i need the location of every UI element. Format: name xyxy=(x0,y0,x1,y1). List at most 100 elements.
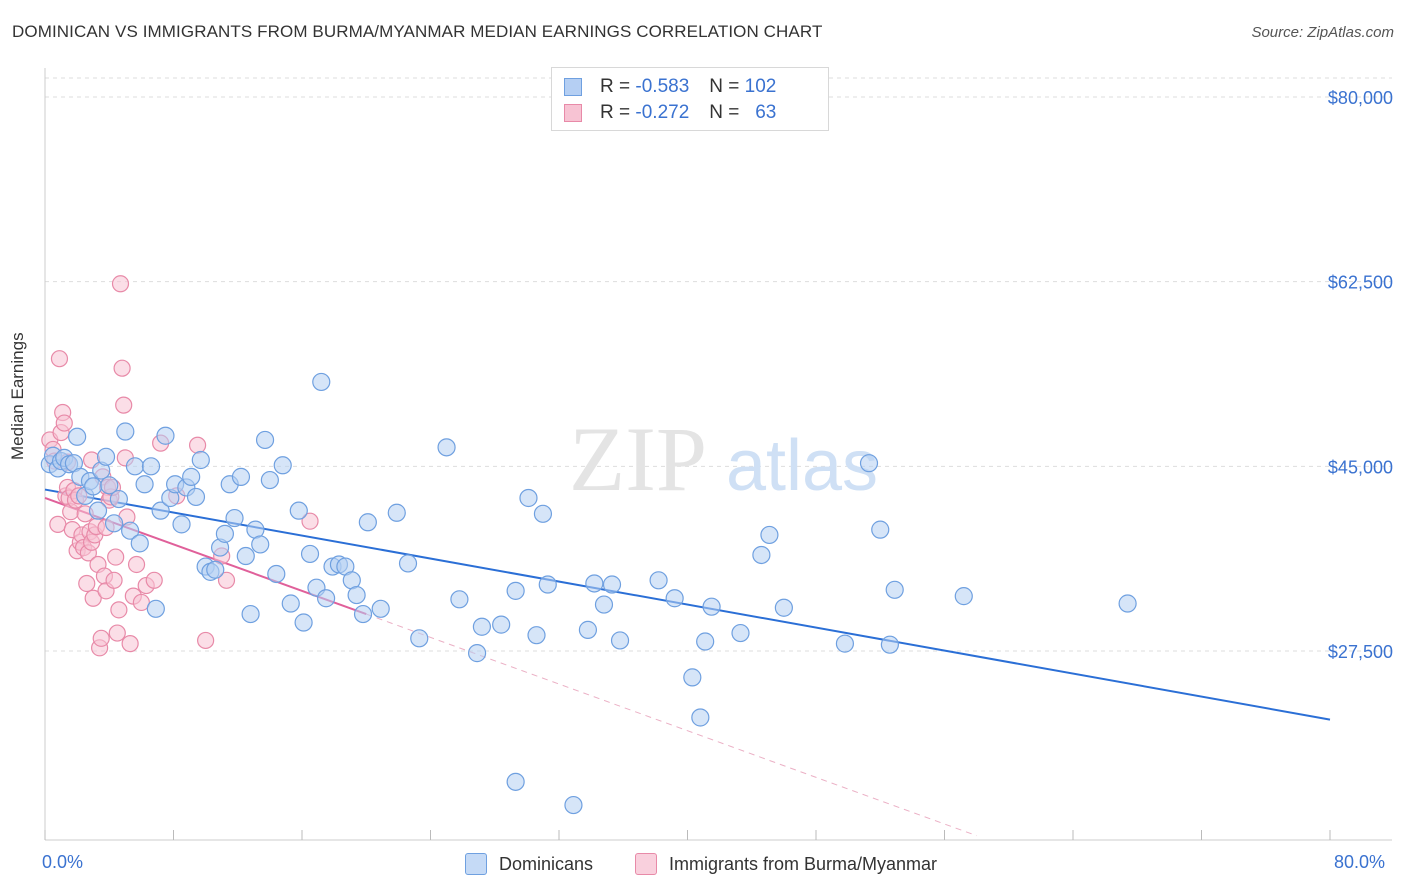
data-point-dominican xyxy=(602,575,622,594)
data-point-dominican xyxy=(88,501,108,520)
y-tick-labels: $27,500 $45,000 $62,500 $80,000 xyxy=(1328,88,1393,662)
data-point-dominican xyxy=(130,534,149,553)
legend-n-label: N = xyxy=(709,76,740,97)
data-point-dominican xyxy=(371,599,390,618)
data-point-dominican xyxy=(116,422,135,441)
legend-swatch-pink xyxy=(564,104,582,122)
legend-swatch-pink xyxy=(635,853,657,875)
legend-r-value: -0.583 xyxy=(635,76,690,97)
data-point-burma xyxy=(107,548,125,566)
data-point-dominican xyxy=(610,631,630,650)
legend-n-value: 63 xyxy=(755,102,777,123)
data-point-dominican xyxy=(506,581,525,600)
y-tick-label: $62,500 xyxy=(1328,273,1393,293)
data-point-dominican xyxy=(472,617,491,636)
data-point-dominican xyxy=(885,580,904,599)
data-point-burma xyxy=(121,635,139,653)
data-point-dominican xyxy=(774,598,793,617)
watermark: ZIP atlas xyxy=(569,408,878,510)
legend-row-burma: R = -0.272 N = 63 xyxy=(564,100,776,126)
data-point-burma xyxy=(197,631,215,650)
data-point-dominican xyxy=(182,467,201,486)
data-point-dominican xyxy=(398,554,418,573)
series-dominican-points xyxy=(40,372,1137,815)
data-point-dominican xyxy=(141,457,161,476)
data-point-dominican xyxy=(691,708,710,727)
legend-r-value: -0.272 xyxy=(635,102,690,123)
y-tick-label: $80,000 xyxy=(1328,88,1393,108)
y-axis-label: Median Earnings xyxy=(8,332,27,460)
data-point-dominican xyxy=(450,590,469,609)
data-point-burma xyxy=(108,624,126,642)
data-point-dominican xyxy=(260,470,279,490)
data-point-dominican xyxy=(702,597,721,616)
data-point-burma xyxy=(92,629,110,647)
data-point-dominican xyxy=(231,467,251,486)
data-point-dominican xyxy=(146,599,165,618)
data-point-burma xyxy=(217,571,236,589)
data-point-dominican xyxy=(109,489,128,509)
data-point-dominican xyxy=(859,454,879,473)
correlation-legend: R = -0.583 N = 102 R = -0.272 N = 63 xyxy=(551,67,829,131)
data-point-dominican xyxy=(752,545,771,565)
data-point-dominican xyxy=(225,508,244,528)
data-point-dominican xyxy=(191,450,210,470)
data-point-dominican xyxy=(506,772,525,791)
data-point-dominican xyxy=(186,487,206,507)
data-point-dominican xyxy=(135,475,154,494)
x-tick-min: 0.0% xyxy=(42,852,84,872)
y-tick-label: $45,000 xyxy=(1328,457,1393,477)
legend-label-burma: Immigrants from Burma/Myanmar xyxy=(669,853,938,874)
data-point-dominican xyxy=(96,447,116,466)
data-point-burma xyxy=(111,275,130,293)
data-point-dominican xyxy=(241,604,260,624)
data-point-dominican xyxy=(594,595,614,614)
data-point-dominican xyxy=(527,626,546,645)
data-point-dominican xyxy=(564,795,583,815)
axes xyxy=(44,68,1392,841)
legend-row-dominicans: R = -0.583 N = 102 xyxy=(564,74,776,100)
grid-lines xyxy=(45,77,1392,652)
data-point-dominican xyxy=(519,488,538,508)
data-point-burma xyxy=(78,574,96,593)
data-point-dominican xyxy=(387,503,406,522)
data-point-dominican xyxy=(954,587,973,606)
legend-n-label: N = xyxy=(709,102,740,123)
trend-lines xyxy=(44,488,1331,837)
data-point-dominican xyxy=(871,520,890,539)
data-point-dominican xyxy=(760,525,779,545)
data-point-dominican xyxy=(84,477,103,496)
watermark-zip: ZIP xyxy=(569,408,707,510)
data-point-burma xyxy=(49,515,67,533)
data-point-dominican xyxy=(172,515,191,534)
legend-r-label: R = xyxy=(600,76,631,97)
data-point-dominican xyxy=(312,372,331,392)
data-point-burma xyxy=(188,436,207,454)
data-point-dominican xyxy=(215,524,234,543)
data-point-dominican xyxy=(206,560,225,579)
legend-n-value: 102 xyxy=(744,76,777,97)
data-point-dominican xyxy=(835,634,855,653)
data-point-dominican xyxy=(1118,594,1137,613)
watermark-atlas: atlas xyxy=(726,426,878,506)
data-point-dominican xyxy=(68,427,87,446)
data-point-burma xyxy=(127,555,146,574)
data-point-dominican xyxy=(273,456,292,475)
data-point-dominican xyxy=(683,668,702,687)
data-point-burma xyxy=(84,589,102,607)
data-point-burma xyxy=(301,512,319,530)
source-label: Source: ZipAtlas.com xyxy=(1251,24,1394,41)
data-point-dominican xyxy=(665,589,684,608)
data-point-burma xyxy=(113,359,131,377)
data-point-dominican xyxy=(236,546,255,566)
data-point-dominican xyxy=(533,504,553,523)
x-tick-max: 80.0% xyxy=(1334,852,1386,872)
data-point-dominican xyxy=(125,457,145,476)
data-point-dominican xyxy=(267,564,286,584)
y-tick-label: $27,500 xyxy=(1328,642,1393,662)
data-point-dominican xyxy=(358,513,377,532)
data-point-dominican xyxy=(289,501,308,520)
data-point-dominican xyxy=(585,574,604,593)
data-point-burma xyxy=(50,350,69,368)
